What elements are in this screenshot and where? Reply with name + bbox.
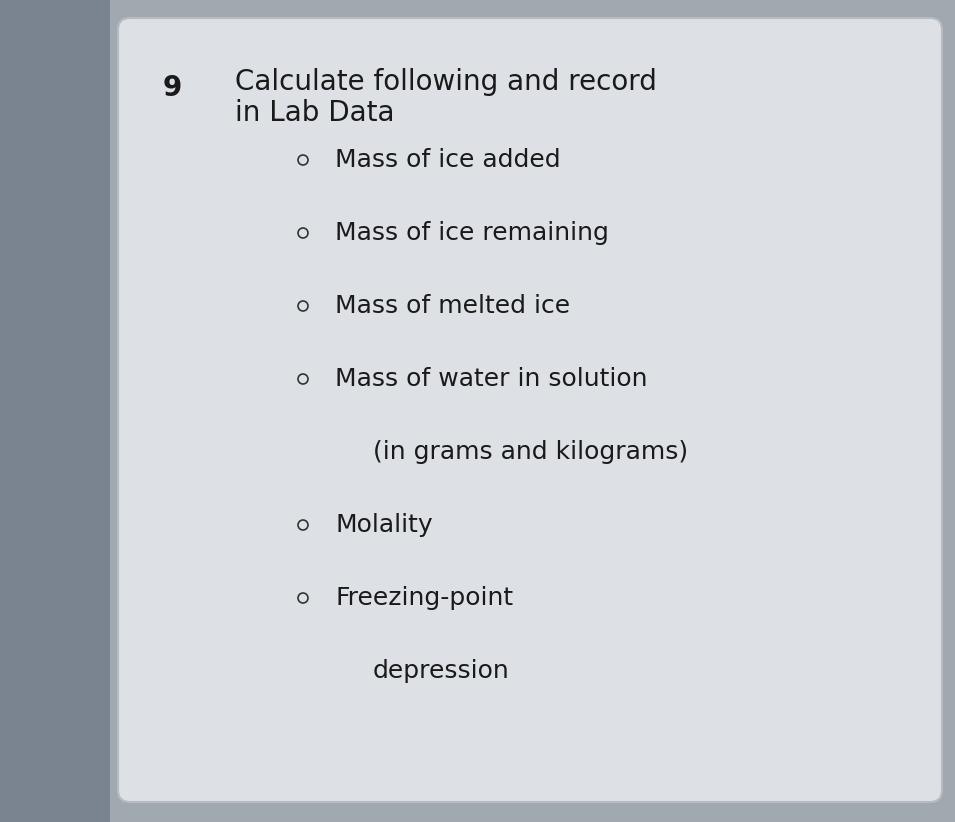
Text: Mass of ice remaining: Mass of ice remaining (335, 221, 609, 245)
Text: Freezing-point: Freezing-point (335, 586, 513, 610)
Text: depression: depression (373, 659, 510, 683)
Text: in Lab Data: in Lab Data (235, 99, 394, 127)
Text: Molality: Molality (335, 513, 433, 537)
Bar (0, 0, 110, 822)
Text: Calculate following and record: Calculate following and record (235, 68, 657, 96)
Text: 9: 9 (162, 74, 181, 102)
FancyBboxPatch shape (118, 18, 942, 802)
Text: Mass of melted ice: Mass of melted ice (335, 294, 570, 318)
Text: Mass of ice added: Mass of ice added (335, 148, 561, 172)
Text: (in grams and kilograms): (in grams and kilograms) (373, 440, 689, 464)
Text: Mass of water in solution: Mass of water in solution (335, 367, 647, 391)
